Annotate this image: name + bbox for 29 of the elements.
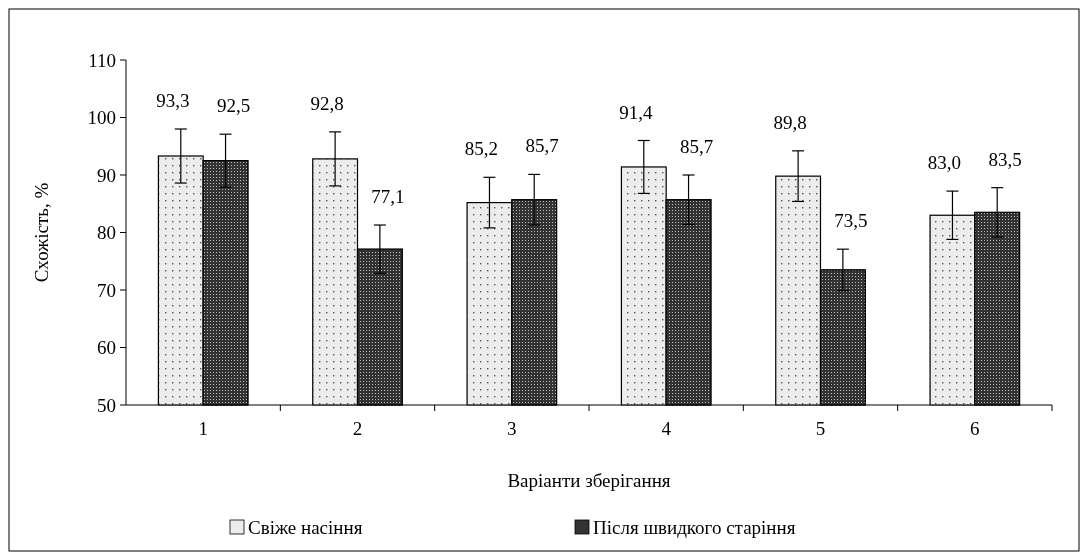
y-axis-title: Схожість, % xyxy=(31,182,52,283)
data-label: 91,4 xyxy=(619,101,653,123)
y-tick-label: 90 xyxy=(97,164,116,186)
x-tick-label: 2 xyxy=(352,418,363,439)
y-tick-label: 110 xyxy=(88,49,116,71)
data-label: 92,8 xyxy=(310,92,344,114)
y-tick-label: 50 xyxy=(97,394,116,416)
x-tick-label: 3 xyxy=(507,418,517,439)
y-tick-label: 60 xyxy=(97,337,116,359)
legend-label: Свіже насіння xyxy=(248,517,363,538)
data-label: 85,2 xyxy=(464,138,499,160)
data-label: 93,3 xyxy=(156,90,190,111)
y-tick-label: 80 xyxy=(97,222,116,244)
data-label: 77,1 xyxy=(371,186,405,208)
x-tick-label: 6 xyxy=(970,418,980,439)
legend-label: Після швидкого старіння xyxy=(593,517,796,538)
y-tick-label: 70 xyxy=(97,279,116,301)
x-tick-label: 1 xyxy=(198,418,208,439)
data-label: 89,8 xyxy=(773,111,807,133)
x-tick-label: 5 xyxy=(815,418,826,439)
y-tick-label: 100 xyxy=(87,107,116,129)
data-label: 85,7 xyxy=(679,136,714,157)
data-label: 92,5 xyxy=(216,95,251,117)
data-label: 83,0 xyxy=(927,152,962,174)
x-axis-title: Варіанти зберігання xyxy=(507,470,671,491)
x-tick-label: 4 xyxy=(661,418,672,439)
data-label: 73,5 xyxy=(834,210,868,232)
data-label: 83,5 xyxy=(988,148,1022,170)
data-label: 85,7 xyxy=(525,135,559,157)
